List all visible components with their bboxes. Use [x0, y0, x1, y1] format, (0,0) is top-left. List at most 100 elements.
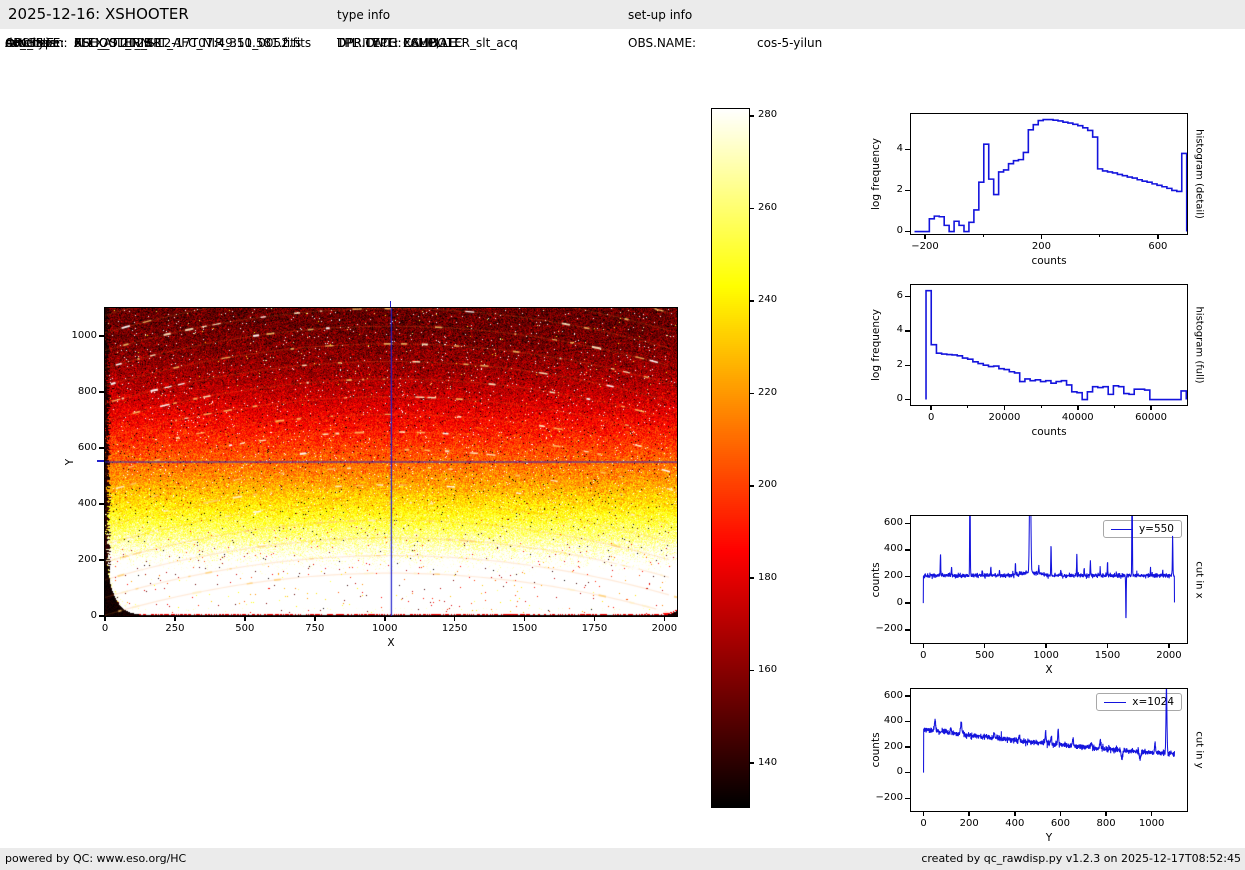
right-axis-label: histogram (detail): [1193, 129, 1205, 219]
x-tick: [663, 616, 666, 621]
y-axis-label: Y: [64, 458, 76, 466]
x-axis-label: counts: [1031, 426, 1067, 438]
y-tick-label: 0: [896, 766, 903, 778]
x-tick-label: 60000: [1135, 412, 1167, 423]
x-tick: [244, 616, 246, 621]
colorbar-tick-label: 260: [758, 201, 778, 213]
x-axis-label: Y: [1045, 832, 1053, 844]
x-tick-label: 1750: [581, 623, 608, 634]
y-tick-label: 2: [896, 183, 903, 195]
colorbar-tick-label: 240: [758, 294, 778, 306]
y-tick: [99, 447, 104, 449]
y-tick: [905, 720, 910, 723]
histogram-detail-plot-canvas: [911, 114, 1187, 234]
y-tick-label: 400: [883, 715, 903, 727]
y-tick-label: −200: [875, 791, 903, 803]
setup-info-heading: set-up info: [628, 8, 693, 22]
y-axis-label: log frequency: [870, 308, 882, 382]
y-tick: [905, 695, 910, 697]
x-tick: [968, 811, 970, 816]
histogram-full-plot: 0 20000 40000 60000 0 2 4 6 counts log frequency h…: [870, 284, 1205, 438]
x-tick-label: 750: [305, 623, 325, 634]
x-minor-tick: [1040, 405, 1042, 408]
y-tick: [99, 335, 104, 337]
colorbar-tick-label: 160: [758, 664, 778, 676]
y-tick-label: 200: [77, 553, 97, 565]
x-tick-label: 1000: [1138, 818, 1165, 829]
x-minor-tick: [1099, 234, 1101, 237]
x-tick-label: 200: [1031, 241, 1051, 252]
x-tick-label: 1250: [441, 623, 468, 634]
type-info-heading: type info: [337, 8, 391, 22]
footer-left-text: powered by QC: www.eso.org/HC: [5, 852, 187, 865]
y-tick-label: 2: [896, 358, 903, 370]
y-tick-label: 0: [90, 609, 97, 621]
x-tick-label: 250: [165, 623, 185, 634]
y-tick: [99, 559, 104, 561]
x-tick-label: 1500: [511, 623, 538, 634]
x-tick: [1105, 811, 1107, 816]
x-tick-label: 1500: [1094, 650, 1121, 661]
raw-image-canvas: [105, 308, 677, 616]
meta-value: cos-5-yilun: [757, 36, 823, 50]
x-tick-label: 600: [1050, 818, 1070, 829]
colorbar-tick: [749, 762, 754, 764]
crosshair-vertical-overhang: [389, 301, 391, 307]
colorbar-canvas: [712, 109, 749, 807]
x-tick: [1059, 811, 1062, 816]
colorbar-tick-label: 200: [758, 479, 778, 491]
x-axis-label: X: [1045, 664, 1053, 676]
footer-right-text: created by qc_rawdisp.py v1.2.3 on 2025-…: [921, 852, 1241, 865]
x-tick: [453, 616, 456, 621]
y-tick: [99, 391, 104, 393]
y-tick-label: 0: [896, 596, 903, 608]
colorbar-tick-label: 280: [758, 109, 778, 121]
y-tick-label: 600: [883, 689, 903, 701]
y-tick: [905, 230, 910, 233]
y-tick: [905, 189, 910, 192]
y-tick-label: 600: [883, 516, 903, 528]
x-tick: [983, 643, 986, 648]
y-tick-label: 4: [896, 142, 903, 154]
y-tick-label: 4: [896, 324, 903, 336]
y-tick: [905, 575, 910, 578]
y-tick-label: 0: [896, 393, 903, 404]
x-tick: [314, 616, 316, 621]
y-tick-label: 1000: [71, 329, 97, 341]
y-tick: [905, 364, 910, 367]
x-tick-label: 40000: [1061, 412, 1094, 423]
meta-label: OBS.NAME:: [628, 36, 697, 50]
colorbar-tick: [749, 577, 754, 579]
colorbar-tick: [749, 485, 754, 487]
y-tick-label: 200: [883, 570, 903, 581]
x-tick: [523, 616, 526, 621]
crosshair-horizontal-overhang: [97, 460, 104, 462]
x-tick: [922, 811, 925, 816]
x-tick: [593, 616, 596, 621]
x-tick: [922, 643, 925, 648]
y-tick-label: 200: [883, 740, 903, 752]
x-tick: [1003, 405, 1006, 410]
meta-label: raw_type:: [5, 36, 64, 50]
meta-label: ORIGFILE:: [5, 36, 65, 50]
meta-label: DPR.TYPE:: [337, 36, 399, 50]
y-tick: [905, 549, 910, 551]
x-tick: [1040, 234, 1043, 239]
meta-label: TPL.ID:: [337, 36, 379, 50]
meta-value: CALIB: [403, 36, 439, 50]
meta-label: extension:: [5, 36, 68, 50]
x-tick-label: −200: [911, 241, 939, 252]
y-axis-label: counts: [870, 561, 882, 598]
x-tick-label: 20000: [988, 412, 1021, 423]
x-tick-label: 0: [927, 412, 935, 423]
x-tick-label: 500: [235, 623, 255, 634]
x-tick: [1157, 234, 1159, 239]
y-tick: [905, 629, 910, 631]
x-tick-label: 0: [920, 650, 927, 661]
meta-value: FLEX_SLIT_NIR: [74, 36, 162, 50]
colorbar-tick: [749, 115, 754, 117]
footer-bar: powered by QC: www.eso.org/HC created by…: [0, 848, 1245, 870]
